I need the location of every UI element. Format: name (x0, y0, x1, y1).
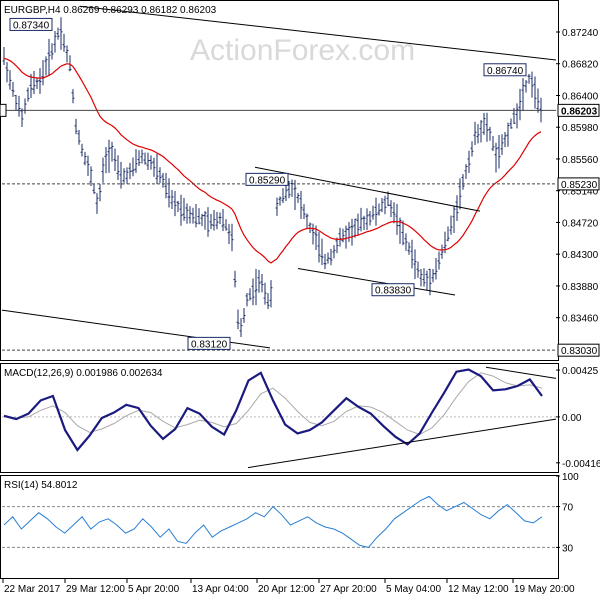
annotation-box (483, 63, 527, 77)
price-ytick-label: 0.87240 (562, 28, 599, 39)
macd-ytick-label: -0.004167 (562, 459, 600, 470)
rsi-ytick-label: 100 (562, 472, 579, 483)
x-tick-label: 12 May 12:00 (448, 584, 509, 595)
price-axis-box (557, 103, 600, 117)
price-axis-box (557, 343, 600, 357)
x-tick-label: 19 May 20:00 (514, 584, 575, 595)
moving-average-line (3, 57, 542, 264)
annotation-box (187, 336, 231, 350)
annotation-box (245, 172, 289, 186)
x-tick-label: 13 Apr 04:00 (192, 584, 249, 595)
rsi-panel-frame (0, 475, 559, 579)
price-ytick-label: 0.85980 (562, 123, 599, 134)
x-tick-label: 5 Apr 20:00 (128, 584, 180, 595)
x-tick-label: 27 Apr 20:00 (320, 584, 377, 595)
rsi-title: RSI(14) 54.8012 (4, 480, 78, 491)
macd-ytick-label: 0.00 (562, 413, 582, 424)
x-tick-label: 20 Apr 12:00 (258, 584, 315, 595)
macd-ytick-label: 0.00425 (562, 366, 599, 377)
annotation-label: 0.83830 (375, 286, 412, 297)
macd-title: MACD(12,26,9) 0.001986 0.002634 (4, 368, 163, 379)
price-ytick-label: 0.84720 (562, 218, 599, 229)
x-tick-label: 5 May 04:00 (386, 584, 441, 595)
annotation-box (9, 17, 53, 31)
annotation-label: 0.83120 (191, 339, 228, 350)
annotation-label: 0.87340 (13, 20, 50, 31)
y-axis-layer: 0.87240 0.86820 0.86400 0.85980 0.85560 0.851… (556, 28, 600, 554)
annotation-label: 0.85290 (249, 175, 286, 186)
price-axis-box (557, 177, 600, 191)
macd-main-line (3, 368, 543, 452)
annotation-label: 0.86740 (487, 66, 524, 77)
price-title: EURGBP,H4 0.86269 0.86293 0.86182 0.8620… (4, 5, 217, 16)
annotation-box (371, 283, 415, 297)
macd-trendline-upper (485, 366, 557, 379)
price-layer: 0.87340 0.86740 0.85290 0.83830 0.83120 (0, 5, 557, 351)
trendline-upper (79, 5, 557, 61)
macd-layer (2, 366, 557, 469)
price-ytick-label: 0.86400 (562, 91, 599, 102)
macd-panel-frame (0, 363, 559, 473)
price-ytick-label: 0.85560 (562, 155, 599, 166)
channel-upper (254, 166, 481, 212)
current-price-left-marker (0, 103, 7, 117)
price-ytick-label: 0.83880 (562, 282, 599, 293)
price-ytick-label: 0.85140 (562, 187, 599, 198)
x-tick-label: 29 Mar 12:00 (66, 584, 125, 595)
channel-lower (297, 268, 456, 296)
rsi-line (3, 495, 543, 548)
watermark: ActionForex.com (190, 34, 415, 67)
rsi-ytick-label: 30 (562, 543, 574, 554)
price-axis-label: 0.85230 (561, 180, 598, 191)
rsi-layer (2, 495, 556, 548)
macd-trendline-lower (247, 418, 557, 469)
x-axis-layer: 22 Mar 2017 29 Mar 12:00 5 Apr 20:00 13 Apr… (2, 579, 575, 595)
price-axis-label: 0.86203 (561, 106, 598, 117)
price-ytick-label: 0.84300 (562, 250, 599, 261)
x-tick-label: 22 Mar 2017 (4, 584, 61, 595)
price-axis-label: 0.83030 (561, 346, 598, 357)
rsi-ytick-label: 70 (562, 503, 574, 514)
price-ytick-label: 0.83460 (562, 314, 599, 325)
price-ytick-label: 0.86820 (562, 60, 599, 71)
